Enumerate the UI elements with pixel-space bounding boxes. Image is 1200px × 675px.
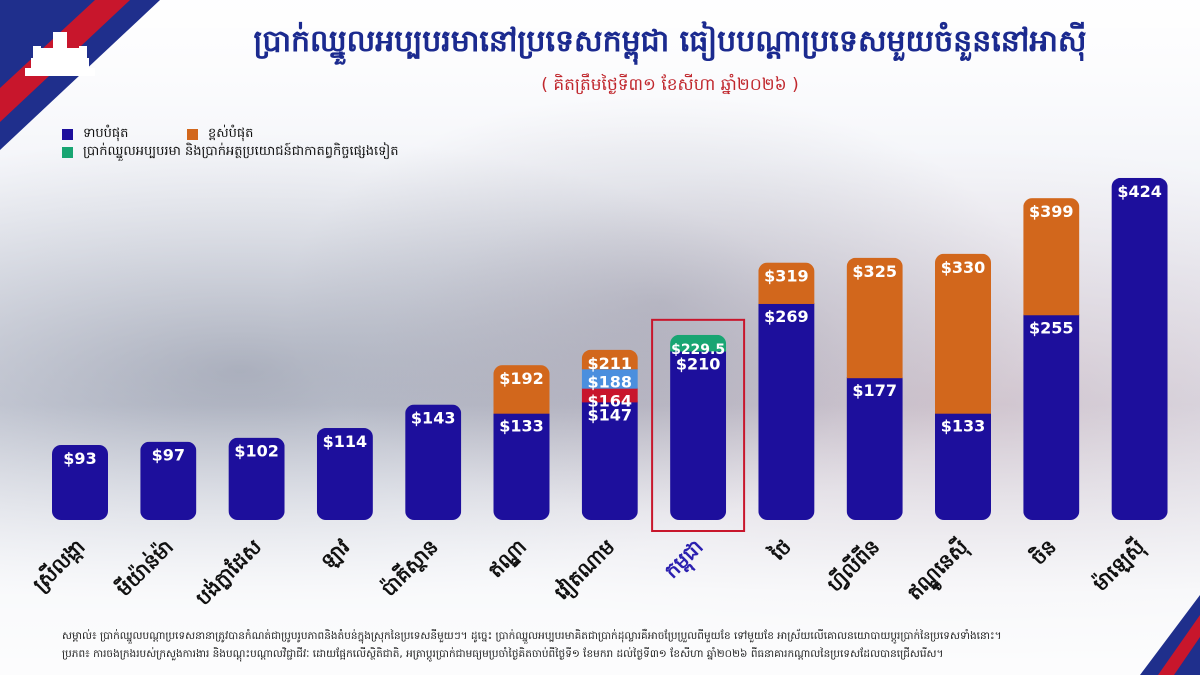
category-label: ឥណ្ឌូនេស៊ី (902, 534, 976, 608)
bar-value-label: $188 (588, 372, 633, 391)
chart-legend: ទាបបំផុត ខ្ពស់បំផុត ប្រាក់ឈ្នួលអប្បបរមា … (62, 125, 399, 161)
category-label: ស្រីលង្កា (27, 534, 90, 597)
bar-segment-tier_red (581, 387, 638, 403)
bar-value-label: $93 (63, 449, 96, 468)
bar-segment-highest (1023, 198, 1080, 316)
category-label: ថៃ (764, 534, 796, 566)
category-label: កម្ពុជា (659, 535, 711, 587)
bar-group: $97 មីយ៉ាន់ម៉ា (111, 441, 197, 601)
bar-value-label: $229.5 (671, 342, 725, 358)
bar-segment-lowest (228, 437, 285, 520)
category-label: វៀតណាម (549, 534, 621, 606)
footnote: សម្គាល់៖ ប្រាក់ឈ្នួលបណ្ដាប្រទេសនានាត្រូវ… (62, 627, 1162, 663)
bar-value-label: $143 (411, 409, 456, 428)
bar-group: $147$164$188$211 វៀតណាម (549, 349, 638, 606)
page-subtitle: ( គិតត្រឹមថ្ងៃទី៣១ ខែសីហា ឆ្នាំ២០២៦ ) (541, 75, 799, 95)
bar-segment-highest (935, 253, 991, 414)
footnote-note: សម្គាល់៖ ប្រាក់ឈ្នួលបណ្ដាប្រទេសនានាត្រូវ… (62, 630, 1002, 642)
category-label: មីយ៉ាន់ម៉ា (111, 534, 178, 601)
bar-segment-highest (846, 257, 903, 379)
bar-value-label: $211 (588, 354, 633, 373)
bar-segment-lowest (581, 401, 638, 520)
bar-group: $255 $399 ចិន (1023, 198, 1080, 570)
corner-decoration (1140, 595, 1200, 675)
bar-segment-lowest (1023, 314, 1080, 520)
bar-group: $177 $325 ហ្វីលីពីន (822, 257, 903, 597)
bar-segment-lowest (405, 404, 462, 520)
bar-value-label: $192 (499, 369, 544, 388)
legend-label-highest: ខ្ពស់បំផុត (208, 125, 254, 141)
bar-segment-lowest (52, 444, 108, 520)
bar-segment-highest (493, 365, 550, 414)
bar-value-label: $114 (323, 432, 368, 451)
legend-label-lowest: ទាបបំផុត (83, 125, 129, 141)
legend-swatch-cambodia-extra (62, 146, 73, 158)
bar-group: $133 $330 ឥណ្ឌូនេស៊ី (902, 253, 991, 608)
bar-value-label: $255 (1029, 318, 1074, 337)
bar-segment-tier_light_blue (581, 368, 638, 389)
bar-value-label: $330 (941, 258, 986, 277)
legend-label-cambodia-extra: ប្រាក់ឈ្នួលអប្បបរមា និងប្រាក់អត្ថប្រយោជន… (83, 143, 399, 159)
legend-swatch-highest (187, 128, 198, 140)
category-label: ហ្វីលីពីន (822, 534, 885, 597)
highlight-box (651, 318, 746, 533)
bar-value-label: $177 (852, 381, 897, 400)
footnote-source: ប្រភព៖ ការចងក្រងរបស់ក្រសួងការងារ និងបណ្ត… (62, 648, 944, 660)
bar-segment-lowest (846, 377, 903, 520)
bar-group: $102 បង់ក្លាដែស (190, 437, 285, 611)
bar-group: $114 ឡាវ (316, 428, 373, 574)
bar-segment-highest (581, 349, 638, 370)
bar-value-label: $102 (234, 442, 279, 461)
category-label: ប៉ាគីស្ថាន (376, 534, 444, 602)
bar-group: $210$229.5 កម្ពុជា (651, 318, 746, 587)
category-label: បង់ក្លាដែស (190, 534, 267, 611)
category-label: ឥណ្ឌា (483, 535, 531, 583)
bar-segment-lowest (758, 302, 815, 520)
legend-swatch-lowest (62, 128, 73, 140)
bar-value-label: $325 (852, 262, 897, 281)
bar-value-label: $97 (152, 446, 185, 465)
bar-group: $424 ម៉ាឡេស៊ី (1087, 177, 1168, 597)
bar-segment-highest (758, 262, 815, 304)
bar-value-label: $210 (676, 355, 721, 374)
bar-segment-lowest (493, 412, 550, 520)
bar-value-label: $269 (764, 307, 809, 326)
bar-segment-lowest (670, 350, 727, 520)
bar-group: $133 $192 ឥណ្ឌា (483, 365, 550, 583)
bar-value-label: $147 (588, 405, 633, 424)
category-label: ម៉ាឡេស៊ី (1087, 534, 1150, 597)
bar-value-label: $424 (1117, 182, 1162, 201)
bar-value-label: $319 (764, 267, 809, 286)
bar-value-label: $133 (499, 417, 544, 436)
cambodia-flag-icon (0, 0, 160, 150)
bar-value-label: $164 (588, 392, 633, 411)
bar-segment-lowest (316, 428, 373, 520)
category-label: ចិន (1025, 534, 1061, 570)
bar-segment-lowest (935, 412, 991, 520)
bar-segment-lowest (1111, 177, 1168, 520)
bar-group: $93 ស្រីលង្កា (27, 444, 108, 597)
bar-segment-cambodia_extra (670, 334, 727, 352)
page-title: ប្រាក់ឈ្នួលអប្បបរមានៅប្រទេសកម្ពុជា ធៀបបណ… (253, 24, 1087, 59)
bar-group: $269 $319 ថៃ (758, 262, 815, 566)
category-label: ឡាវ (316, 534, 356, 574)
bar-segment-lowest (140, 441, 197, 520)
bar-value-label: $133 (941, 417, 986, 436)
bar-value-label: $399 (1029, 202, 1074, 221)
bar-group: $143 ប៉ាគីស្ថាន (376, 404, 462, 602)
